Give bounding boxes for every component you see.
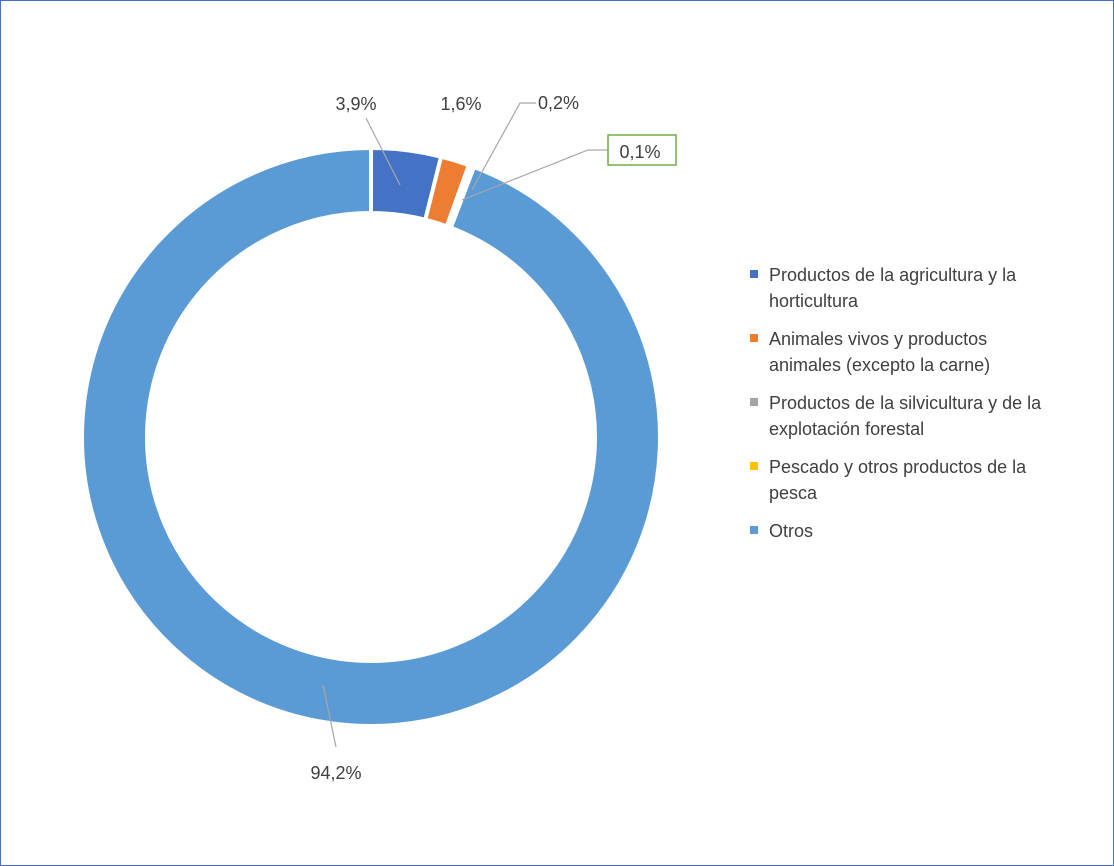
- leader-lines: [322, 102, 608, 748]
- data-label-pescado-y-otros-producto: 0,1%: [619, 142, 660, 162]
- leader-line: [461, 149, 608, 201]
- legend-swatch: [750, 398, 758, 406]
- legend-swatch: [750, 526, 758, 534]
- legend-label-line1: Productos de la silvicultura y de la: [769, 393, 1042, 413]
- data-label-box: [607, 134, 677, 166]
- legend-swatch: [750, 334, 758, 342]
- legend: Productos de la agricultura y la horticu…: [750, 262, 1100, 556]
- legend-label-line1: Otros: [769, 521, 814, 541]
- legend-swatch: [750, 270, 758, 278]
- legend-item-agricultura[interactable]: Productos de la agricultura y la horticu…: [750, 262, 1100, 314]
- legend-label-line1: Productos de la agricultura y la: [769, 265, 1017, 285]
- data-label-otros: 94,2%: [310, 763, 361, 783]
- data-label-productos-de-la-silvicul: 0,2%: [538, 93, 579, 113]
- legend-swatch: [750, 462, 758, 470]
- data-label-animales-vivos-y-product: 1,6%: [440, 94, 481, 114]
- legend-item-animales[interactable]: Animales vivos y productos animales (exc…: [750, 326, 1100, 378]
- slice-otros[interactable]: [80, 145, 662, 728]
- donut-slices: [80, 145, 662, 728]
- legend-label-line1: Animales vivos y productos: [769, 329, 988, 349]
- legend-label-line2: pesca: [769, 483, 818, 503]
- legend-item-otros[interactable]: Otros: [750, 518, 1100, 544]
- leader-line: [365, 117, 401, 186]
- leader-line: [322, 684, 337, 748]
- data-labels: 3,9% 1,6% 0,2% 0,1% 94,2%: [310, 93, 677, 783]
- legend-item-silvicultura[interactable]: Productos de la silvicultura y de la exp…: [750, 390, 1100, 442]
- legend-label-line2: explotación forestal: [769, 419, 925, 439]
- data-label-productos-de-la-agricult: 3,9%: [335, 94, 376, 114]
- legend-item-pescado[interactable]: Pescado y otros productos de la pesca: [750, 454, 1100, 506]
- leader-line: [471, 102, 536, 191]
- legend-label-line2: horticultura: [769, 291, 859, 311]
- legend-label-line2: animales (excepto la carne): [769, 355, 991, 375]
- legend-label-line1: Pescado y otros productos de la: [769, 457, 1027, 477]
